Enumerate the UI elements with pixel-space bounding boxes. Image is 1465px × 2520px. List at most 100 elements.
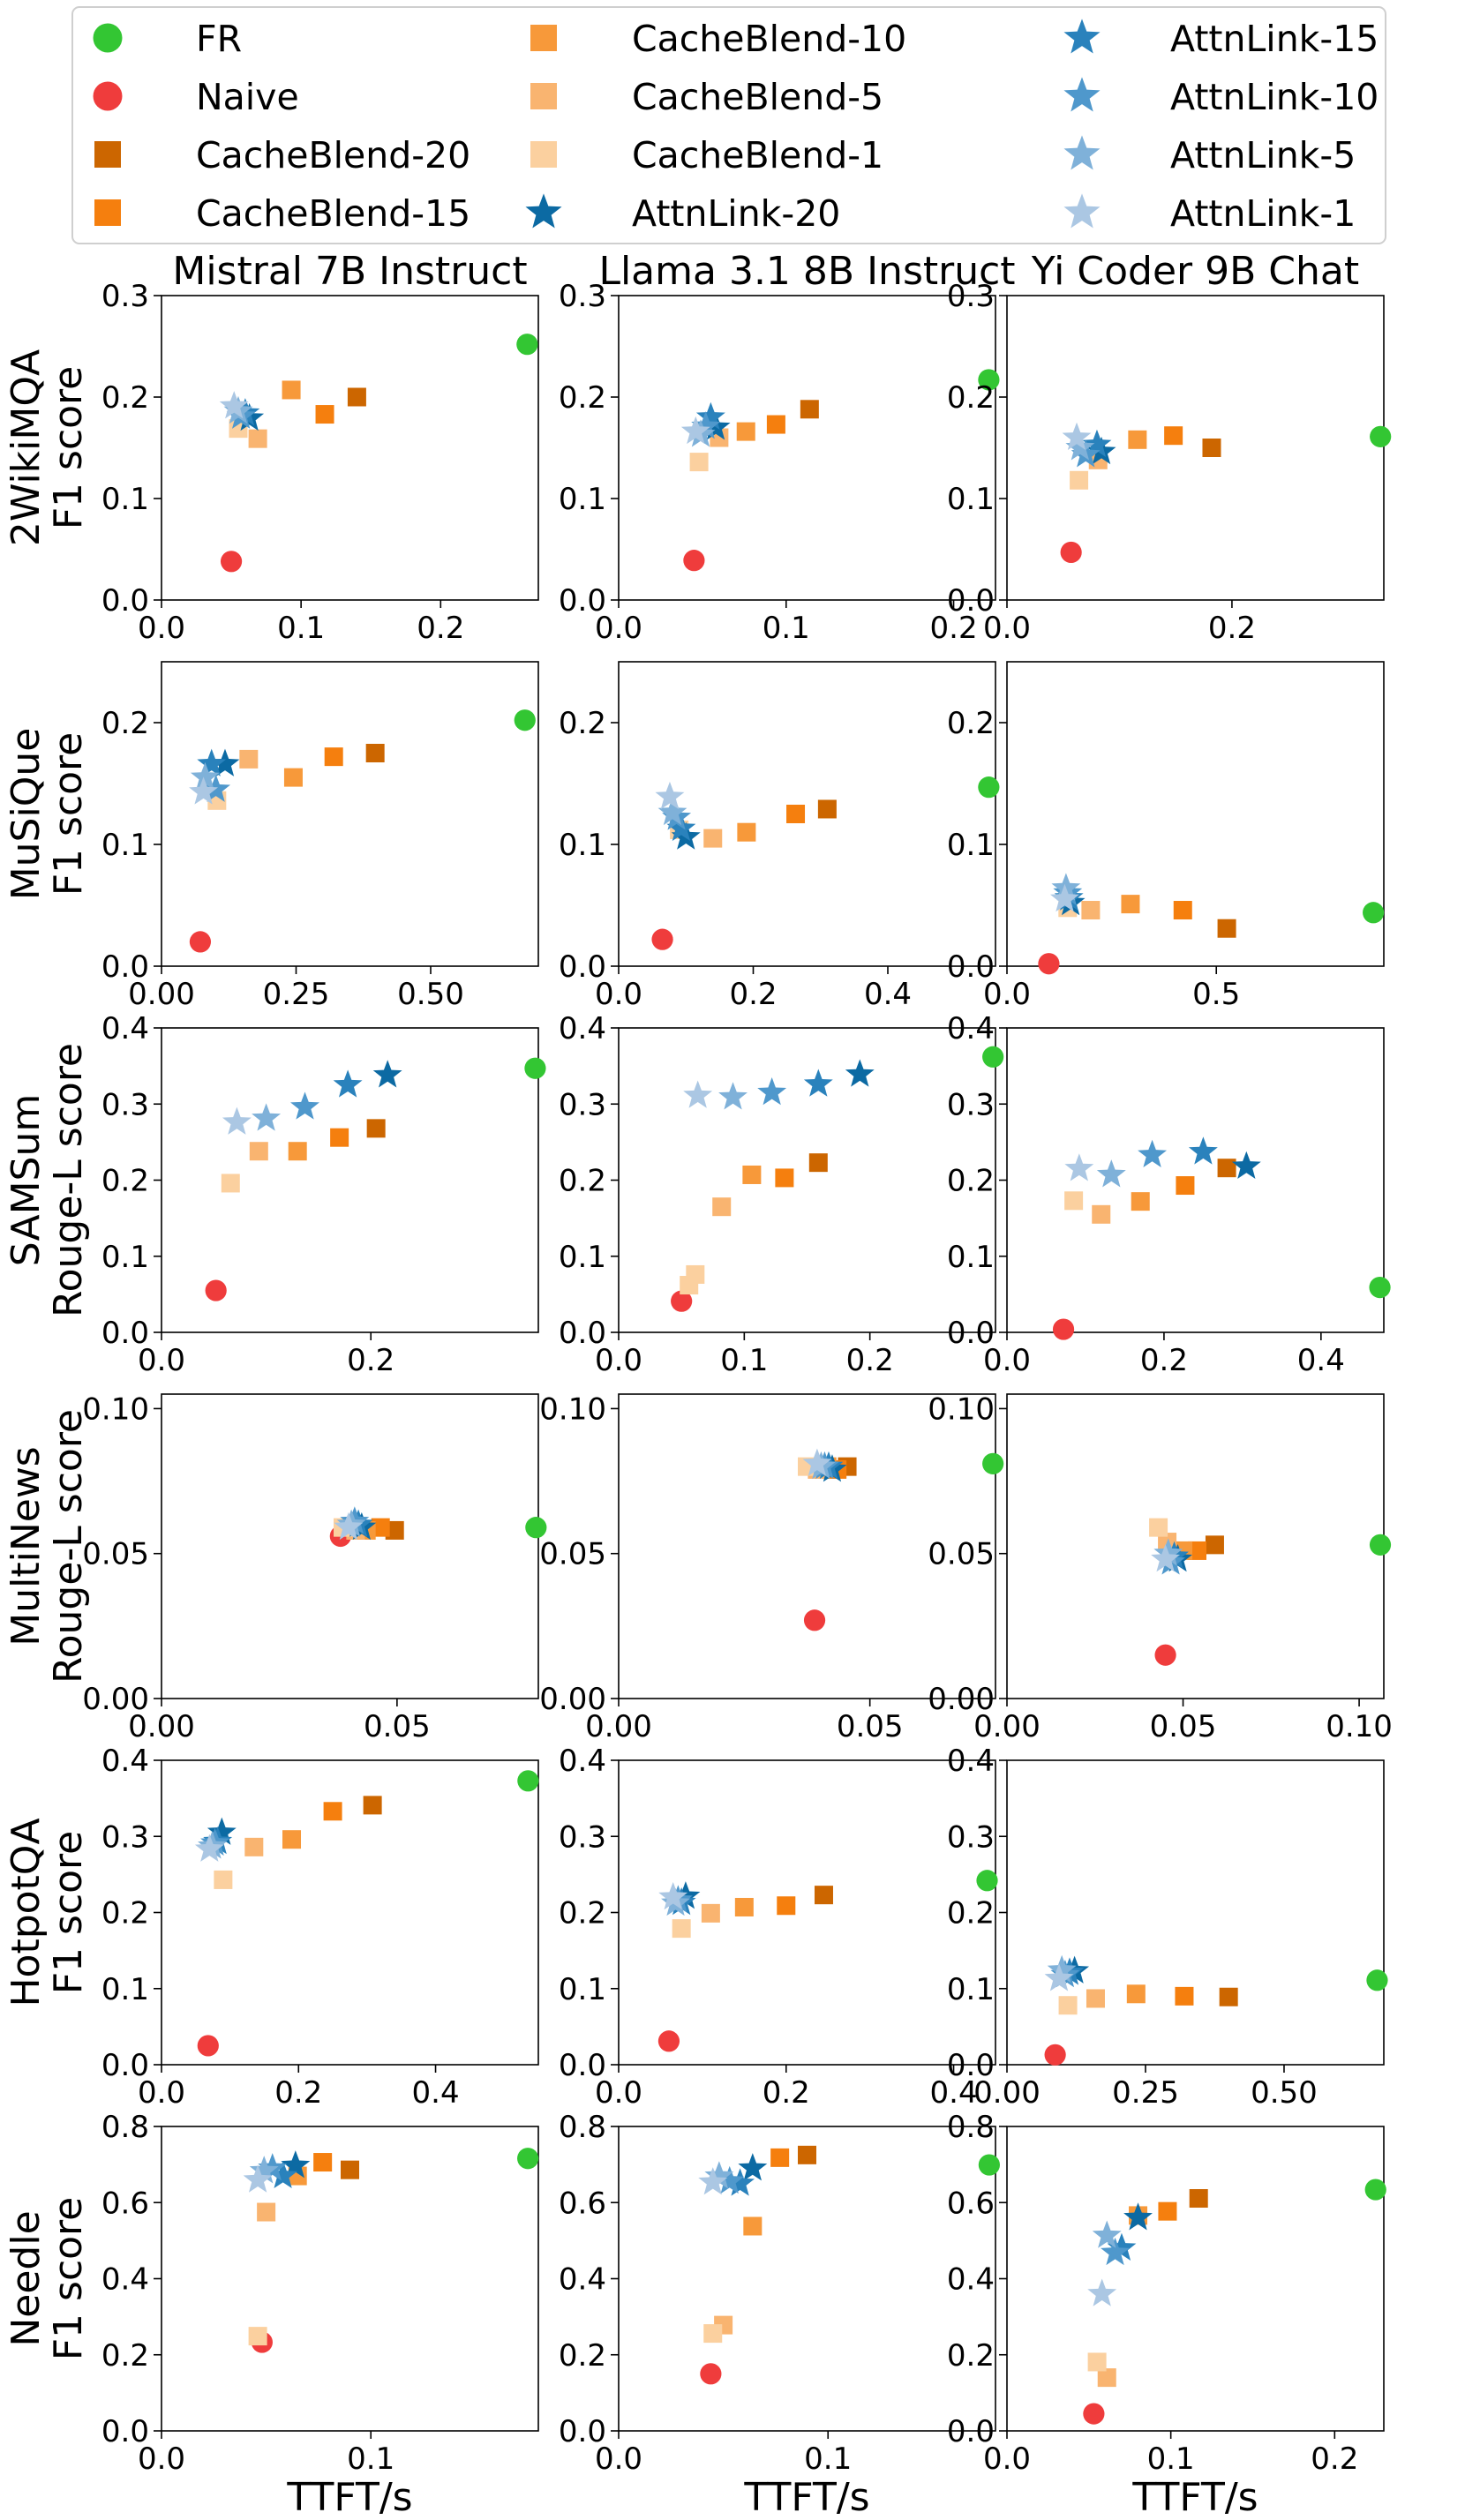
plot-area [1006, 661, 1385, 967]
point-attnlink-20 [372, 1060, 402, 1088]
x-tick-label: 0.2 [274, 2075, 322, 2111]
y-tick-label: 0.10 [928, 1391, 995, 1427]
y-tick-label: 0.0 [947, 1316, 995, 1351]
x-tick-label: 0.00 [128, 1709, 195, 1744]
y-tick-label: 0.2 [101, 2338, 149, 2374]
y-tick-label: 0.2 [947, 1896, 995, 1931]
point-attnlink-10 [691, 411, 721, 439]
point-cacheblend-1 [1070, 470, 1089, 490]
x-tick-label: 0.25 [1112, 2075, 1179, 2111]
legend-label-attnlink-15: AttnLink-15 [1170, 18, 1379, 60]
y-tick-label: 0.1 [947, 1240, 995, 1275]
y-tick-label: 0.3 [559, 279, 606, 314]
legend-marker-cacheblend-5 [530, 83, 557, 109]
y-tick-label: 0.00 [82, 1682, 149, 1717]
point-fr [517, 1770, 539, 1792]
y-tick-label: 0.0 [559, 1316, 606, 1351]
point-attnlink-5 [190, 761, 220, 791]
legend: FR Naive CacheBlend-20 CacheBlend-15 CacheBl… [71, 6, 1386, 244]
legend-item-cacheblend-1: CacheBlend-1 [530, 134, 883, 176]
point-cacheblend-20 [347, 387, 366, 407]
panel-samsum-col3: 0.0 0.2 0.4 0.0 0.1 0.2 0.3 0.4 [947, 1011, 1391, 1378]
y-tick-label: 0.6 [947, 2186, 995, 2221]
point-attnlink-20 [671, 1881, 701, 1909]
point-cacheblend-15 [1158, 2201, 1177, 2221]
y-tick-label: 0.1 [947, 1972, 995, 2007]
panel-hotpotqa-col2: 0.0 0.2 0.40.00.10.20.30.4 [559, 1744, 998, 2111]
point-cacheblend-15 [786, 805, 806, 823]
y-tick-label: 0.2 [559, 706, 606, 741]
x-tick-label: 0.0 [983, 1343, 1031, 1378]
x-tick-label: 0.4 [864, 977, 912, 1012]
point-cacheblend-10 [283, 768, 303, 787]
legend-item-attnlink-15: AttnLink-15 [1063, 18, 1379, 60]
column-title-3: Yi Coder 9B Chat [1031, 249, 1359, 294]
point-cacheblend-20 [385, 1520, 404, 1540]
point-cacheblend-15 [1175, 1986, 1194, 2006]
y-tick-label: 0.6 [559, 2186, 606, 2221]
y-tick-label: 0.3 [101, 279, 149, 314]
y-tick-label: 0.0 [947, 2048, 995, 2083]
x-tick-label: 0.0 [595, 977, 642, 1012]
panel-samsum-col2: 0.0 0.1 0.2 0.0 0.1 0.2 0.3 0.4 [559, 1011, 1004, 1378]
legend-item-cacheblend-5: CacheBlend-5 [530, 76, 883, 118]
x-tick-label: 0.0 [983, 977, 1031, 1012]
panel-2wikimqa-col2: 0.0 0.1 0.20.00.10.20.3 [559, 279, 1000, 646]
point-cacheblend-5 [1092, 1204, 1111, 1224]
column-title-2: Llama 3.1 8B Instruct [598, 249, 1015, 294]
point-attnlink-10 [1101, 2237, 1130, 2266]
x-tick-label: 0.0 [138, 2441, 185, 2477]
x-tick-label: 0.00 [128, 977, 195, 1012]
point-cacheblend-15 [1176, 1176, 1195, 1196]
y-tick-label: 0.4 [559, 2262, 606, 2298]
point-attnlink-1 [658, 1881, 688, 1910]
point-attnlink-15 [333, 1069, 363, 1098]
point-attnlink-1 [194, 1834, 224, 1862]
y-tick-label: 0.4 [947, 1744, 995, 1779]
y-tick-label: 0.4 [947, 2262, 995, 2298]
point-cacheblend-10 [282, 1830, 302, 1849]
point-cacheblend-10 [743, 2216, 763, 2236]
point-attnlink-1 [189, 776, 219, 805]
plot-area [1006, 2126, 1385, 2432]
x-tick-label: 0.50 [397, 977, 464, 1012]
point-attnlink-5 [1096, 1159, 1126, 1188]
point-fr [1366, 1969, 1388, 1991]
point-fr [1363, 902, 1385, 924]
x-tick-label: 0.0 [595, 2441, 642, 2477]
legend-item-naive: Naive [93, 76, 299, 118]
point-attnlink-20 [845, 1059, 875, 1087]
point-cacheblend-20 [1189, 2189, 1208, 2209]
point-cacheblend-5 [1086, 1989, 1105, 2008]
point-attnlink-15 [1107, 2232, 1137, 2261]
panel-grid: Mistral 7B Instruct Llama 3.1 8B Instruct… [4, 249, 1393, 2520]
point-cacheblend-15 [775, 1168, 794, 1188]
point-attnlink-1 [1044, 1963, 1074, 1991]
legend-label-cacheblend-20: CacheBlend-20 [196, 134, 470, 176]
y-tick-label: 0.6 [101, 2186, 149, 2221]
x-tick-label: 0.0 [138, 2075, 185, 2111]
point-cacheblend-20 [363, 1796, 382, 1815]
point-naive [803, 1609, 826, 1631]
y-tick-label: 0.2 [947, 380, 995, 416]
legend-item-cacheblend-20: CacheBlend-20 [94, 134, 470, 176]
point-cacheblend-20 [808, 1153, 828, 1173]
x-axis-label-col-3: TTFT/s [1131, 2475, 1258, 2520]
legend-item-cacheblend-10: CacheBlend-10 [530, 18, 906, 60]
point-cacheblend-20 [1205, 1535, 1224, 1555]
x-tick-label: 0.05 [837, 1709, 904, 1744]
point-naive [700, 2363, 722, 2385]
x-tick-label: 0.25 [263, 977, 330, 1012]
point-cacheblend-10 [1121, 895, 1140, 914]
y-tick-label: 0.4 [101, 1744, 149, 1779]
y-tick-label: 0.1 [559, 1972, 606, 2007]
x-tick-label: 0.1 [277, 611, 325, 646]
x-tick-label: 0.2 [417, 611, 464, 646]
y-tick-label: 0.3 [947, 1087, 995, 1122]
x-tick-label: 0.0 [138, 611, 185, 646]
legend-marker-attnlink-15 [1063, 19, 1101, 54]
legend-marker-cacheblend-15 [94, 199, 121, 226]
x-axis-label-col-1: TTFT/s [286, 2475, 412, 2520]
point-attnlink-5 [1092, 2220, 1122, 2248]
